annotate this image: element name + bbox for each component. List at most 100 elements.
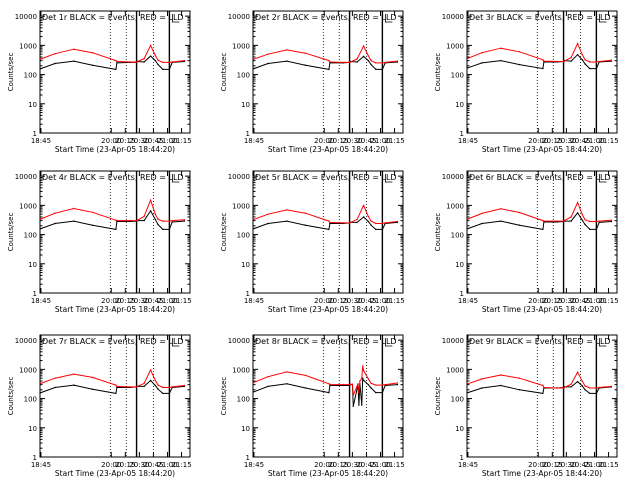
x-tick-label: 18:45: [458, 137, 478, 145]
data-point-lld: [595, 220, 598, 223]
data-point-lld: [116, 219, 118, 222]
data-point-lld: [329, 221, 331, 224]
data-point-events: [115, 68, 117, 71]
data-point-lld: [73, 48, 75, 50]
data-point-events: [570, 220, 572, 222]
data-point-events: [267, 62, 269, 65]
y-tick-label: 1: [246, 130, 250, 138]
x-tick-label: 20:30: [556, 297, 576, 305]
x-axis-label: Start Time (23-Apr-05 18:44:20): [55, 469, 175, 478]
x-tick-label: 18:45: [244, 137, 264, 145]
y-tick-label: 1: [460, 130, 464, 138]
data-point-events: [356, 61, 358, 63]
data-point-lld: [543, 386, 545, 389]
data-point-lld: [542, 59, 544, 61]
data-point-events: [54, 62, 56, 65]
detector-panel: Det 2r BLACK = Events, RED = LLD 1 10 100 10…: [220, 10, 405, 154]
data-point-events: [304, 387, 307, 389]
chart-title: Det 7r BLACK = Events, RED = LLD: [42, 337, 184, 346]
data-point-events: [581, 59, 583, 61]
data-point-lld: [136, 385, 139, 388]
data-point-lld: [129, 61, 131, 63]
x-tick-label: 21:15: [598, 137, 618, 145]
data-point-lld: [598, 386, 600, 389]
data-point-lld: [349, 61, 352, 63]
data-point-lld: [518, 377, 521, 379]
data-point-events: [253, 67, 255, 70]
data-point-lld: [396, 220, 399, 223]
data-point-events: [381, 391, 384, 394]
data-point-lld: [570, 56, 572, 59]
data-point-lld: [598, 60, 600, 63]
data-point-lld: [328, 383, 330, 385]
data-point-lld: [304, 212, 307, 214]
data-point-lld: [384, 61, 386, 64]
data-point-events: [367, 220, 369, 223]
data-point-events: [73, 384, 75, 386]
data-point-events: [542, 228, 544, 231]
saa-bracket-mark: [171, 14, 180, 23]
x-tick-label: 20:00: [101, 461, 121, 469]
data-point-lld: [584, 59, 586, 61]
series-line-lld: [253, 204, 398, 224]
data-point-events: [162, 228, 164, 231]
data-point-lld: [467, 57, 469, 59]
data-point-lld: [157, 384, 159, 386]
series-line-lld: [467, 42, 612, 63]
data-point-events: [576, 212, 579, 214]
data-point-events: [356, 221, 358, 224]
data-point-lld: [40, 382, 42, 385]
y-tick-label: 10000: [15, 13, 37, 21]
x-tick-label: 18:45: [458, 461, 478, 469]
chart-title: Det 6r BLACK = Events, RED = LLD: [469, 173, 611, 182]
data-point-events: [253, 391, 255, 393]
data-point-lld: [253, 218, 255, 221]
data-point-lld: [576, 201, 579, 204]
x-tick-label: 18:45: [244, 461, 264, 469]
x-tick-label: 20:30: [129, 461, 149, 469]
data-point-lld: [556, 60, 558, 63]
x-tick-label: 20:45: [356, 461, 376, 469]
data-point-events: [328, 391, 330, 394]
data-point-lld: [91, 211, 94, 213]
data-point-events: [500, 384, 502, 387]
data-point-lld: [367, 215, 369, 218]
saa-bracket-mark: [384, 174, 393, 183]
data-point-events: [267, 222, 269, 225]
data-point-lld: [500, 208, 502, 210]
detector-panel: Det 4r BLACK = Events, RED = LLD 1 10 100 10…: [7, 170, 192, 314]
x-axis-label: Start Time (23-Apr-05 18:44:20): [55, 145, 175, 154]
data-point-events: [367, 383, 369, 386]
data-point-lld: [362, 45, 365, 47]
data-point-lld: [381, 62, 384, 64]
data-point-lld: [267, 53, 269, 55]
data-point-events: [518, 389, 521, 391]
data-point-lld: [115, 59, 117, 62]
data-point-events: [370, 387, 372, 389]
y-tick-label: 100: [237, 72, 250, 80]
x-tick-label: 20:30: [129, 137, 149, 145]
data-point-lld: [154, 54, 156, 57]
data-point-lld: [115, 384, 117, 386]
data-point-events: [157, 223, 159, 226]
data-point-lld: [329, 61, 331, 63]
x-tick-label: 21:15: [171, 297, 191, 305]
data-point-events: [40, 67, 42, 70]
data-point-events: [595, 392, 598, 395]
data-point-events: [589, 228, 591, 231]
data-point-lld: [595, 387, 598, 389]
y-tick-label: 10: [241, 101, 250, 109]
data-point-events: [362, 55, 365, 58]
data-point-events: [143, 385, 145, 388]
y-tick-label: 10000: [228, 173, 250, 181]
chart-title: Det 3r BLACK = Events, RED = LLD: [469, 13, 611, 22]
data-point-events: [162, 392, 164, 395]
data-point-lld: [116, 60, 118, 63]
data-point-lld: [342, 222, 344, 224]
data-point-events: [154, 218, 156, 221]
data-point-events: [115, 228, 117, 231]
data-point-lld: [286, 49, 288, 51]
data-point-events: [375, 68, 377, 71]
data-point-lld: [367, 378, 369, 380]
y-tick-label: 1000: [19, 366, 37, 374]
